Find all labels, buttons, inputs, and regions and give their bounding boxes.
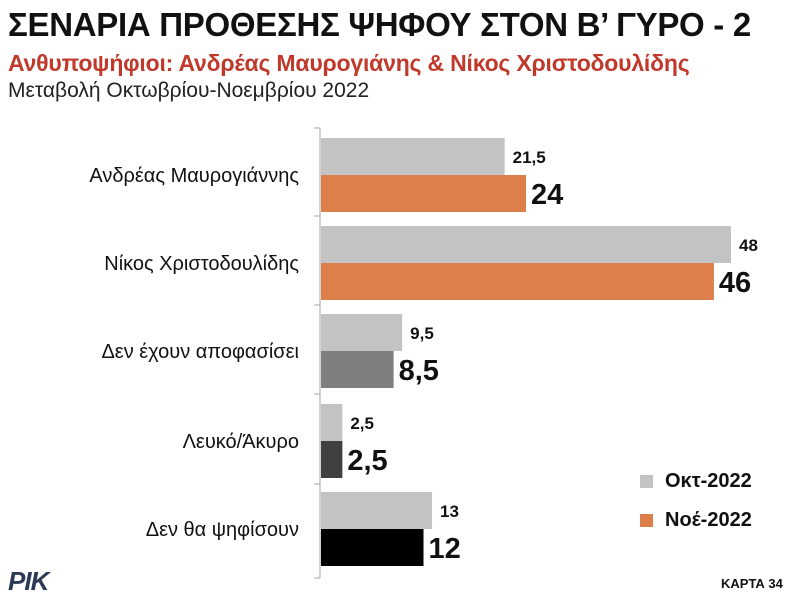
legend-item-nov: Νοέ-2022: [640, 509, 752, 532]
bar-oct-2022: [321, 226, 731, 263]
legend-label-oct: Οκτ-2022: [665, 470, 752, 492]
chart-title: ΣΕΝΑΡΙΑ ΠΡΟΘΕΣΗΣ ΨΗΦΟΥ ΣΤΟΝ Β’ ΓΥΡΟ - 2: [8, 6, 751, 43]
bar-oct-2022: [321, 404, 343, 441]
data-label-nov-2022: 12: [429, 533, 461, 565]
ric-logo: ΡΙΚ: [8, 566, 49, 596]
legend-swatch-oct: [640, 475, 653, 488]
chart-period: Μεταβολή Οκτωβρίου-Νοεμβρίου 2022: [8, 79, 370, 102]
bar-nov-2022: [321, 441, 343, 478]
data-label-nov-2022: 24: [531, 179, 563, 211]
legend-swatch-nov: [640, 514, 653, 527]
category-label: Δεν έχουν αποφασίσει: [101, 341, 299, 363]
bar-nov-2022: [321, 351, 394, 388]
category-label: Λευκό/Άκυρο: [183, 431, 299, 453]
chart-subtitle: Ανθυποψήφιοι: Ανδρέας Μαυρογιάνης & Νίκο…: [8, 50, 690, 76]
data-label-oct-2022: 13: [440, 502, 459, 521]
data-label-nov-2022: 46: [719, 267, 751, 299]
bar-nov-2022: [321, 175, 526, 212]
legend-label-nov: Νοέ-2022: [665, 509, 752, 531]
bar-oct-2022: [321, 314, 403, 351]
bar-oct-2022: [321, 492, 433, 529]
bar-nov-2022: [321, 263, 714, 300]
data-label-nov-2022: 2,5: [347, 445, 387, 477]
bar-nov-2022: [321, 529, 424, 566]
category-label: Δεν θα ψηφίσουν: [146, 519, 299, 541]
legend-item-oct: Οκτ-2022: [640, 470, 752, 493]
data-label-oct-2022: 48: [739, 236, 758, 255]
card-number: ΚΑΡΤΑ 34: [721, 576, 783, 591]
data-label-nov-2022: 8,5: [399, 355, 439, 387]
bar-oct-2022: [321, 138, 505, 175]
data-label-oct-2022: 2,5: [350, 414, 374, 433]
category-label: Νίκος Χριστοδουλίδης: [104, 253, 299, 275]
data-label-oct-2022: 21,5: [513, 148, 546, 167]
chart-legend: Οκτ-2022 Νοέ-2022: [640, 470, 752, 548]
category-label: Ανδρέας Μαυρογιάννης: [89, 165, 299, 187]
data-label-oct-2022: 9,5: [410, 324, 434, 343]
